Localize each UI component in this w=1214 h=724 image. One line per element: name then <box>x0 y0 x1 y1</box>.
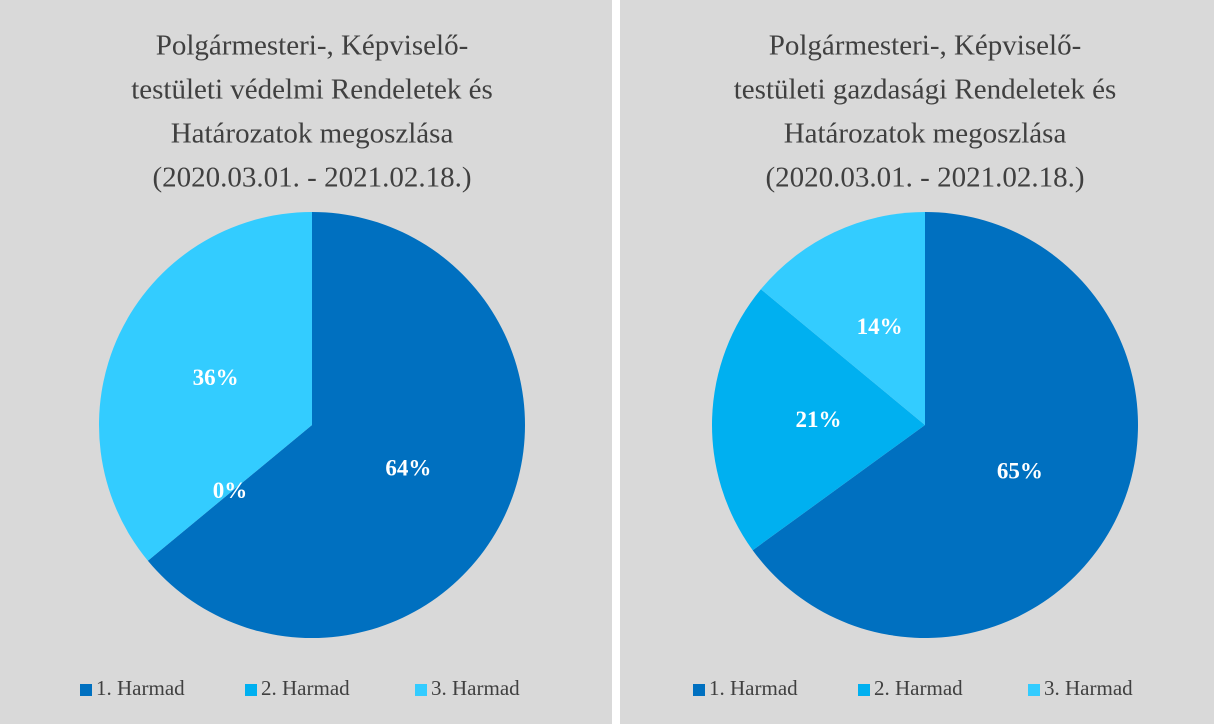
legend-label: 1. Harmad <box>96 676 185 700</box>
legend-swatch <box>693 684 705 696</box>
data-label: 14% <box>857 314 903 339</box>
pie-slice <box>147 212 525 638</box>
data-label: 64% <box>385 456 431 481</box>
legend-label: 3. Harmad <box>1044 676 1133 700</box>
chart-title: Polgármesteri-, Képviselő- <box>156 30 468 62</box>
legend-label: 3. Harmad <box>431 676 520 700</box>
chart-title: testületi védelmi Rendeletek és <box>131 74 493 106</box>
data-label: 0% <box>213 478 248 503</box>
legend-swatch <box>245 684 257 696</box>
legend-swatch <box>415 684 427 696</box>
pie-slice <box>760 212 925 425</box>
chart-title: (2020.03.01. - 2021.02.18.) <box>153 162 472 194</box>
legend-swatch <box>858 684 870 696</box>
chart-title: Határozatok megoszlása <box>171 118 454 150</box>
legend-label: 2. Harmad <box>261 676 350 700</box>
legend-label: 1. Harmad <box>709 676 798 700</box>
data-label: 65% <box>997 459 1043 484</box>
legend-swatch <box>1028 684 1040 696</box>
pie-slice <box>99 212 312 561</box>
data-label: 36% <box>193 365 239 390</box>
pie-slice <box>752 212 1138 638</box>
chart-title: Határozatok megoszlása <box>784 118 1067 150</box>
pie-slice <box>712 289 925 551</box>
chart-title: testületi gazdasági Rendeletek és <box>734 74 1117 106</box>
chart-title: Polgármesteri-, Képviselő- <box>769 30 1081 62</box>
data-label: 21% <box>796 407 842 432</box>
chart-title: (2020.03.01. - 2021.02.18.) <box>766 162 1085 194</box>
legend-swatch <box>80 684 92 696</box>
legend-label: 2. Harmad <box>874 676 963 700</box>
